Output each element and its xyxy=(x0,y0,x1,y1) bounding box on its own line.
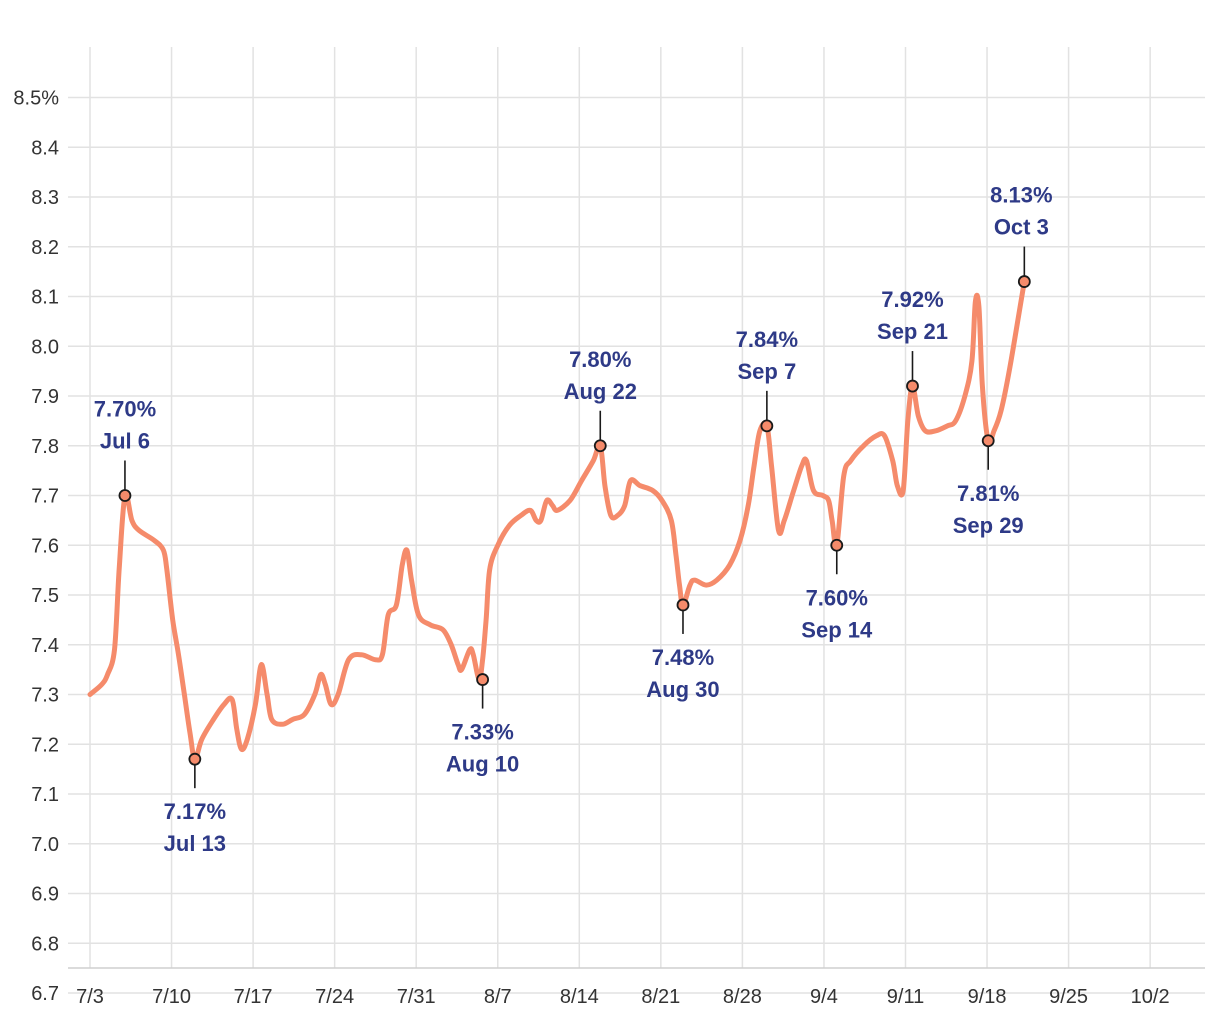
axes: 6.7 6.8 6.9 7.0 7.1 7.2 7.3 7.4 7.5 7.6 7.7 7.8 7.9 8… xyxy=(13,88,1205,1008)
x-tick-label: 7/17 xyxy=(234,986,273,1008)
annotation-date: Sep 21 xyxy=(877,319,948,344)
x-tick-label: 7/24 xyxy=(315,986,354,1008)
y-tick-label: 8.0 xyxy=(31,336,59,358)
data-point-marker xyxy=(760,419,774,433)
data-point-marker xyxy=(188,752,202,766)
y-tick-label: 7.5 xyxy=(31,585,59,607)
x-tick-label: 8/7 xyxy=(484,986,512,1008)
x-tick-label: 8/14 xyxy=(560,986,599,1008)
annotation-value: 7.70% xyxy=(94,397,156,422)
y-tick-label: 8.1 xyxy=(31,287,59,309)
y-tick-label: 8.5% xyxy=(13,88,59,110)
annotation-date: Oct 3 xyxy=(994,215,1049,240)
annotation-value: 8.13% xyxy=(990,183,1052,208)
x-tick-label: 9/25 xyxy=(1049,986,1088,1008)
x-tick-label: 7/10 xyxy=(152,986,191,1008)
annotation-date: Jul 6 xyxy=(100,429,150,454)
y-tick-label: 8.2 xyxy=(31,237,59,259)
annotation-date: Sep 14 xyxy=(801,617,873,642)
y-tick-label: 8.4 xyxy=(31,137,59,159)
y-tick-label: 6.7 xyxy=(31,983,59,1005)
series xyxy=(87,279,1027,762)
annotations: 7.70% Jul 6 7.17% Jul 13 7.33% Aug 10 7.80% Aug… xyxy=(94,183,1053,857)
data-point-marker xyxy=(118,489,132,502)
data-point-marker xyxy=(676,598,690,612)
data-point-marker xyxy=(830,538,844,552)
annotation-date: Aug 10 xyxy=(446,752,519,777)
y-tick-label: 7.4 xyxy=(31,635,59,657)
y-tick-label: 8.3 xyxy=(31,187,59,209)
data-point-marker xyxy=(981,434,995,448)
annotation-value: 7.92% xyxy=(881,287,943,312)
y-tick-label: 6.9 xyxy=(31,884,59,906)
x-tick-label: 7/31 xyxy=(397,986,436,1008)
x-tick-label: 7/3 xyxy=(76,986,104,1008)
annotation-value: 7.84% xyxy=(736,327,798,352)
data-point-marker xyxy=(906,379,919,393)
annotation-date: Sep 7 xyxy=(738,359,797,384)
annotation-value: 7.33% xyxy=(451,720,513,745)
y-tick-label: 7.0 xyxy=(31,834,59,856)
series-line-rate xyxy=(87,279,1027,762)
x-tick-label: 8/21 xyxy=(641,986,680,1008)
annotation-date: Sep 29 xyxy=(953,513,1024,538)
annotation-value: 7.48% xyxy=(652,645,714,670)
data-point-marker xyxy=(593,439,607,453)
y-tick-label: 7.3 xyxy=(31,685,59,707)
x-tick-label: 8/28 xyxy=(723,986,762,1008)
data-point-marker xyxy=(1017,275,1031,288)
annotation-date: Jul 13 xyxy=(164,831,226,856)
data-point-marker xyxy=(476,673,490,686)
annotation-value: 7.80% xyxy=(569,347,631,372)
annotation-value: 7.81% xyxy=(957,481,1019,506)
annotation-value: 7.17% xyxy=(164,799,226,824)
x-tick-label: 9/11 xyxy=(887,986,924,1008)
y-tick-label: 7.9 xyxy=(31,386,59,408)
x-tick-label: 9/4 xyxy=(810,986,838,1008)
annotation-date: Aug 22 xyxy=(564,379,637,404)
y-tick-label: 7.8 xyxy=(31,436,59,458)
y-tick-label: 7.1 xyxy=(31,784,59,806)
y-tick-label: 7.7 xyxy=(31,486,59,508)
y-tick-label: 7.6 xyxy=(31,535,59,557)
y-tick-label: 7.2 xyxy=(31,734,59,756)
y-tick-label: 6.8 xyxy=(31,933,59,955)
annotation-value: 7.60% xyxy=(806,585,868,610)
x-tick-label: 9/18 xyxy=(968,986,1007,1008)
x-tick-label: 10/2 xyxy=(1131,986,1170,1008)
annotation-date: Aug 30 xyxy=(646,677,719,702)
